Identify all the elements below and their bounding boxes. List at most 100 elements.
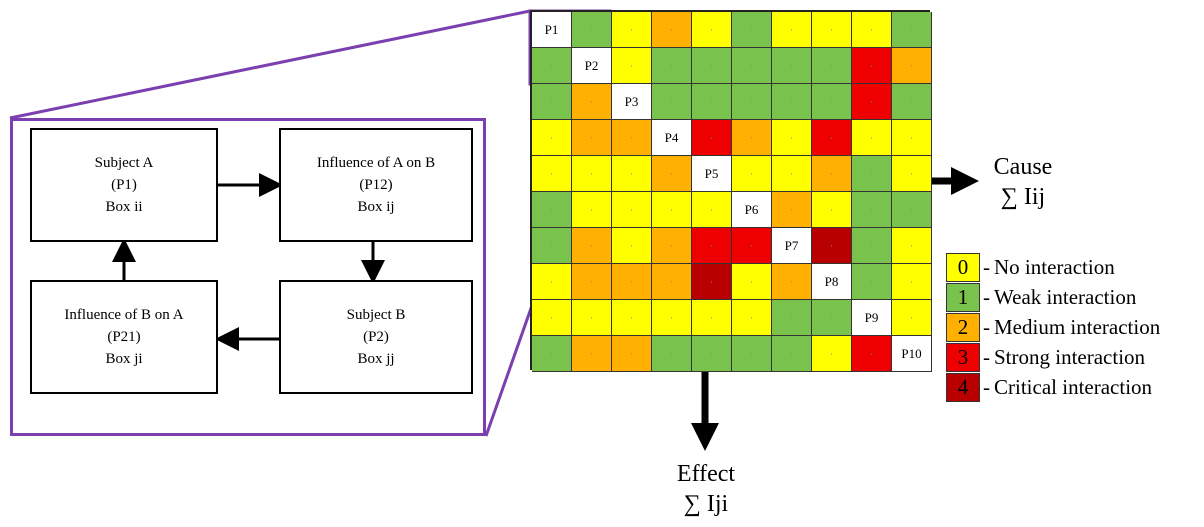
zoom-line-top (9, 9, 531, 120)
matrix-cell: · (812, 156, 852, 192)
matrix-cell: · (732, 48, 772, 84)
box-line: (P21) (107, 329, 141, 345)
legend-item: 2- Medium interaction (946, 312, 1160, 342)
matrix-cell-mark: · (830, 132, 833, 143)
matrix-cell-mark: · (750, 168, 753, 179)
matrix-cell-mark: · (910, 132, 913, 143)
matrix-cell-mark: · (710, 348, 713, 359)
matrix-cell: · (892, 264, 932, 300)
matrix-cell-mark: · (710, 312, 713, 323)
matrix-cell: · (532, 48, 572, 84)
matrix-cell: · (652, 228, 692, 264)
matrix-cell-mark: · (870, 60, 873, 71)
matrix-cell: · (732, 228, 772, 264)
box-line: Box jj (357, 351, 395, 367)
matrix-cell-mark: · (750, 276, 753, 287)
matrix-cell: · (772, 12, 812, 48)
matrix-cell: · (812, 228, 852, 264)
legend-dash: - (983, 284, 990, 309)
matrix-cell: · (892, 156, 932, 192)
matrix-cell-mark: · (670, 24, 673, 35)
matrix-diagonal-cell: P10 (892, 336, 932, 372)
legend-dash: - (983, 254, 990, 279)
matrix-cell: · (852, 84, 892, 120)
effect-title: Effect (676, 461, 736, 487)
matrix-cell: · (812, 120, 852, 156)
matrix-cell-mark: · (870, 132, 873, 143)
matrix-cell-mark: · (790, 60, 793, 71)
matrix-cell: · (892, 300, 932, 336)
matrix-cell-mark: · (630, 60, 633, 71)
legend-dash: - (983, 344, 990, 369)
matrix-cell: · (692, 192, 732, 228)
interaction-matrix: P1 · · · · · · · · · · P2 · · · · · · · · · · P3 · · · · · · · · · · P4 · ·… (530, 10, 932, 372)
matrix-cell: · (772, 192, 812, 228)
matrix-cell: · (652, 192, 692, 228)
box-influence-ab: Influence of A on B (P12) Box ij (279, 128, 473, 242)
effect-label: Effect ∑ Iji (656, 459, 756, 519)
matrix-cell: · (532, 156, 572, 192)
matrix-cell-mark: · (630, 348, 633, 359)
matrix-cell-mark: · (590, 168, 593, 179)
matrix-cell: · (652, 48, 692, 84)
matrix-cell: · (572, 228, 612, 264)
matrix-cell: · (532, 336, 572, 372)
matrix-cell: · (692, 300, 732, 336)
matrix-cell-mark: · (750, 60, 753, 71)
matrix-cell: · (612, 264, 652, 300)
matrix-cell: · (772, 48, 812, 84)
matrix-cell-mark: · (830, 312, 833, 323)
matrix-cell: · (892, 12, 932, 48)
matrix-cell-mark: · (670, 240, 673, 251)
matrix-cell: · (812, 84, 852, 120)
matrix-cell-mark: · (710, 132, 713, 143)
matrix-cell: · (892, 228, 932, 264)
matrix-cell: · (572, 120, 612, 156)
matrix-cell-mark: · (670, 276, 673, 287)
matrix-cell: · (812, 48, 852, 84)
matrix-diagonal-cell: P4 (652, 120, 692, 156)
matrix-cell-mark: · (590, 96, 593, 107)
legend-label: Weak interaction (994, 284, 1137, 309)
matrix-cell-mark: · (630, 24, 633, 35)
box-subject-a: Subject A (P1) Box ii (30, 128, 218, 242)
box-line: (P1) (111, 177, 137, 193)
matrix-cell-mark: · (790, 132, 793, 143)
matrix-cell-mark: · (590, 348, 593, 359)
matrix-cell-mark: · (670, 312, 673, 323)
matrix-cell: · (892, 192, 932, 228)
box-line: Box ii (105, 199, 143, 215)
matrix-cell: · (612, 300, 652, 336)
matrix-cell: · (612, 156, 652, 192)
legend-swatch: 0 (946, 252, 980, 282)
matrix-cell-mark: · (710, 240, 713, 251)
matrix-cell: · (852, 264, 892, 300)
matrix-cell-mark: · (870, 204, 873, 215)
matrix-cell: · (572, 12, 612, 48)
matrix-cell-mark: · (550, 60, 553, 71)
matrix-cell: · (732, 120, 772, 156)
box-line: Influence of B on A (64, 307, 184, 323)
matrix-cell-mark: · (630, 132, 633, 143)
matrix-cell-mark: · (670, 168, 673, 179)
matrix-cell-mark: · (870, 168, 873, 179)
matrix-cell: · (852, 228, 892, 264)
matrix-cell: · (892, 84, 932, 120)
matrix-cell-mark: · (750, 348, 753, 359)
legend-item: 0- No interaction (946, 252, 1160, 282)
cause-label: Cause ∑ Iij (978, 152, 1068, 212)
matrix-cell: · (772, 120, 812, 156)
matrix-cell: · (812, 336, 852, 372)
cause-formula: ∑ Iij (1000, 184, 1046, 210)
matrix-cell-mark: · (910, 312, 913, 323)
matrix-diagonal-cell: P7 (772, 228, 812, 264)
matrix-cell-mark: · (590, 312, 593, 323)
matrix-diagonal-cell: P2 (572, 48, 612, 84)
matrix-cell: · (732, 336, 772, 372)
matrix-diagonal-cell: P5 (692, 156, 732, 192)
matrix-cell-mark: · (790, 24, 793, 35)
matrix-cell-mark: · (910, 276, 913, 287)
legend-label: Critical interaction (994, 374, 1153, 399)
box-line: Box ij (357, 199, 395, 215)
matrix-cell: · (772, 264, 812, 300)
